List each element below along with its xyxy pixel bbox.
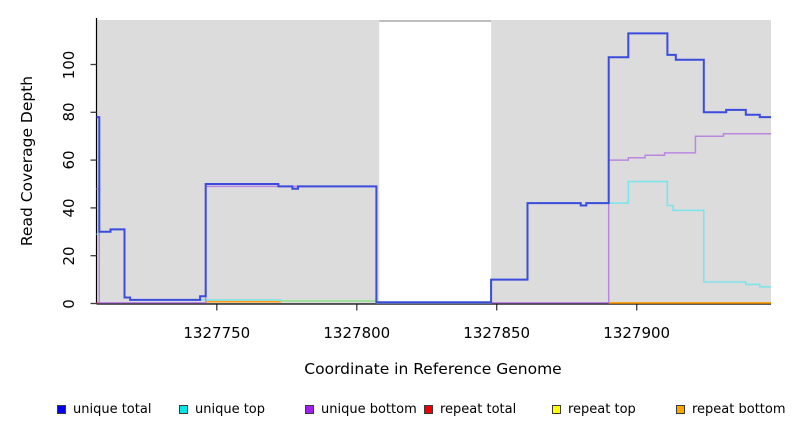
y-axis-title: Read Coverage Depth <box>18 75 36 247</box>
y-tick-label: 60 <box>60 150 78 170</box>
legend-swatch-unique-total <box>57 404 66 414</box>
x-tick-label: 1327850 <box>463 324 531 342</box>
y-tick-label: 40 <box>60 198 78 218</box>
x-tick-label: 1327900 <box>603 324 671 342</box>
legend-label: unique total <box>73 401 152 417</box>
x-axis-title: Coordinate in Reference Genome <box>304 360 562 378</box>
y-tick-label: 100 <box>60 50 78 79</box>
y-tick-label: 20 <box>60 246 78 266</box>
legend-swatch-repeat-top <box>552 404 561 414</box>
y-tick-label: 0 <box>60 298 78 309</box>
legend-swatch-repeat-bottom <box>676 404 685 414</box>
legend-item-repeat-total: repeat total <box>424 401 517 417</box>
legend-item-unique-total: unique total <box>57 401 152 417</box>
aligned-region-1 <box>96 20 380 304</box>
legend-label: unique top <box>195 401 266 417</box>
legend-swatch-repeat-total <box>424 404 433 414</box>
legend-label: repeat total <box>440 401 517 417</box>
legend-item-unique-top: unique top <box>179 401 266 417</box>
legend-item-unique-bottom: unique bottom <box>305 401 417 417</box>
legend-swatch-unique-top <box>179 404 188 414</box>
x-tick-label: 1327800 <box>323 324 391 342</box>
legend-label: repeat bottom <box>692 401 786 417</box>
x-tick-label: 1327750 <box>183 324 251 342</box>
legend-label: unique bottom <box>321 401 417 417</box>
legend-swatch-unique-bottom <box>305 404 314 414</box>
legend-item-repeat-bottom: repeat bottom <box>676 401 786 417</box>
legend-item-repeat-top: repeat top <box>552 401 636 417</box>
legend-label: repeat top <box>568 401 636 417</box>
y-tick-label: 80 <box>60 102 78 122</box>
series-line-unique-total <box>96 32 771 304</box>
aligned-region-2 <box>491 20 771 304</box>
